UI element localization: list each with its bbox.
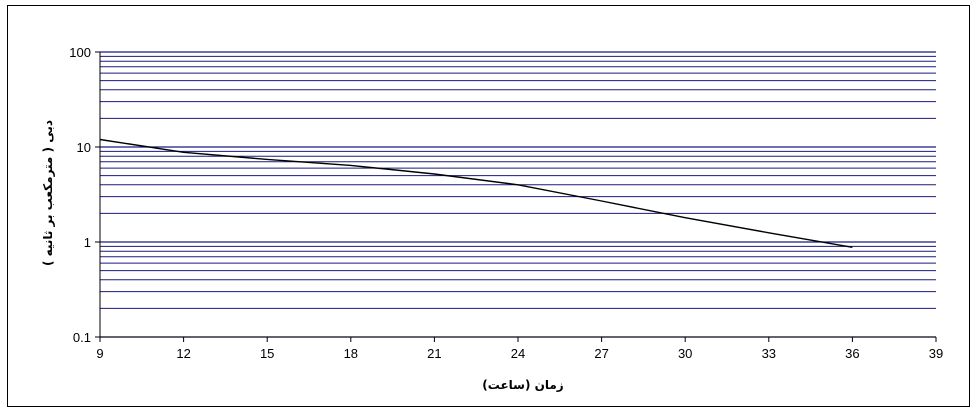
y-tick-label: 1: [84, 235, 91, 250]
series-line: [99, 138, 853, 248]
x-tick-label: 36: [845, 346, 859, 361]
x-tick-label: 24: [511, 346, 525, 361]
series-layer: [99, 138, 853, 248]
labels-layer: 9 12 15 18 21 24 27 30 33 36 39 0.1 1 10 100: [69, 45, 943, 361]
x-tick-label: 18: [344, 346, 358, 361]
x-tick-label: 27: [594, 346, 608, 361]
x-tick-label: 15: [260, 346, 274, 361]
y-tick-label: 10: [77, 140, 91, 155]
chart-svg: 9 12 15 18 21 24 27 30 33 36 39 0.1 1 10 100 زمان (ساع…: [41, 45, 943, 392]
axes-layer: [95, 51, 937, 342]
x-tick-label: 30: [678, 346, 692, 361]
x-tick-label: 9: [96, 346, 103, 361]
x-tick-label: 33: [762, 346, 776, 361]
x-axis-title: زمان (ساعت): [482, 378, 564, 392]
y-tick-label: 100: [69, 45, 91, 60]
grid-layer: [100, 51, 936, 338]
x-tick-label: 39: [929, 346, 943, 361]
x-tick-label: 12: [176, 346, 190, 361]
y-tick-label: 0.1: [73, 330, 91, 345]
x-tick-label: 21: [427, 346, 441, 361]
chart-frame: 9 12 15 18 21 24 27 30 33 36 39 0.1 1 10 100 زمان (ساع…: [7, 5, 970, 407]
y-axis-title: دبی ( مترمکعب بر ثانیه ): [41, 120, 55, 266]
